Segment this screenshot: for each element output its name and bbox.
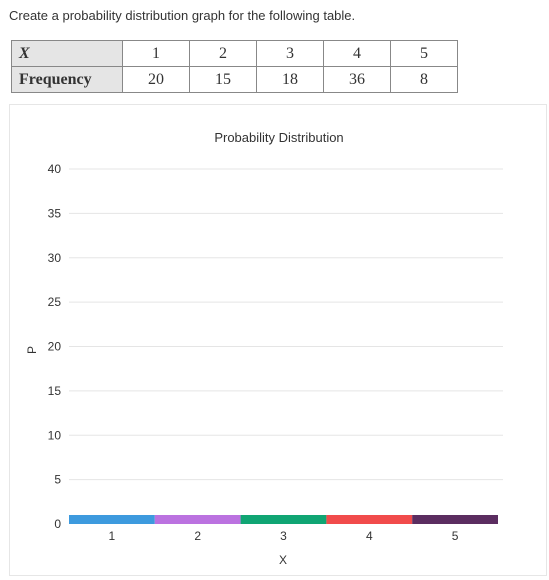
x-value-cell: 3 [256, 40, 324, 67]
y-tick-label: 15 [48, 384, 62, 398]
bar-2[interactable] [154, 515, 241, 524]
table-row-x: X 1 2 3 4 5 [11, 40, 458, 67]
x-tick-label: 1 [109, 529, 116, 543]
x-value-cell: 5 [390, 40, 458, 67]
x-header: X [11, 40, 123, 67]
x-value-cell: 1 [122, 40, 190, 67]
frequency-cell: 20 [122, 66, 190, 93]
x-value-cell: 4 [323, 40, 391, 67]
frequency-header: Frequency [11, 66, 123, 93]
table-row-frequency: Frequency 20 15 18 36 8 [11, 66, 458, 93]
bar-4[interactable] [326, 515, 413, 524]
grid-lines [69, 168, 503, 481]
bar-1[interactable] [69, 515, 155, 524]
x-value-cell: 2 [189, 40, 257, 67]
y-tick-label: 30 [48, 251, 62, 265]
frequency-cell: 18 [256, 66, 324, 93]
bars[interactable] [69, 515, 498, 524]
y-tick-labels: 0 5 10 15 20 25 30 35 40 [48, 162, 62, 531]
y-tick-label: 5 [54, 473, 61, 487]
x-tick-label: 2 [194, 529, 201, 543]
probability-chart: Probability Distribution 051015202530354… [25, 130, 503, 567]
x-tick-label: 4 [366, 529, 373, 543]
bar-5[interactable] [412, 515, 498, 524]
frequency-cell: 8 [390, 66, 458, 93]
question-prompt: Create a probability distribution graph … [9, 8, 356, 23]
chart-panel: Probability Distribution 0 5 10 15 20 25 30 35 4… [9, 104, 547, 576]
x-tick-labels: 1 2 3 4 5 [109, 529, 459, 543]
y-tick-label: 20 [48, 340, 62, 354]
x-tick-label: 3 [280, 529, 287, 543]
y-tick-label: 35 [48, 206, 62, 220]
x-tick-label: 5 [452, 529, 459, 543]
frequency-table: X 1 2 3 4 5 Frequency 20 15 18 36 8 [11, 40, 458, 93]
y-tick-label: 0 [54, 517, 61, 531]
x-axis-label: X [279, 553, 287, 567]
y-tick-label: 25 [48, 295, 62, 309]
frequency-cell: 36 [323, 66, 391, 93]
y-tick-label: 10 [48, 428, 62, 442]
frequency-cell: 15 [189, 66, 257, 93]
y-tick-label: 40 [48, 162, 62, 176]
y-axis-label: P [25, 346, 39, 354]
bar-3[interactable] [240, 515, 327, 524]
chart-title: Probability Distribution [214, 130, 343, 145]
